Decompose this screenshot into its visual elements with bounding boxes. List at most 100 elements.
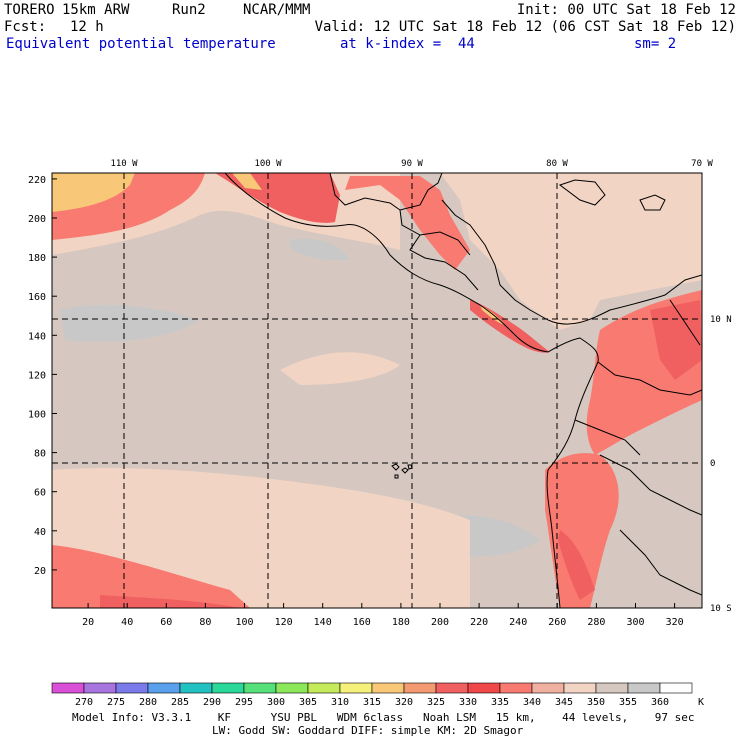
field-name: Equivalent potential temperature: [6, 36, 276, 52]
colorbar-label: 295: [235, 697, 253, 708]
lat-lon-grid: [52, 173, 702, 608]
colorbar-swatch: [371, 682, 405, 694]
colorbar-swatch: [307, 682, 341, 694]
field-land-ca: [330, 173, 702, 330]
colorbar-swatch: [435, 682, 469, 694]
island-hispaniola: [639, 194, 666, 211]
colorbar-label: 305: [299, 697, 317, 708]
x-tick-label: 40: [121, 617, 133, 628]
y-tick-label: 120: [28, 370, 46, 381]
colorbar-swatch: [467, 682, 501, 694]
colorbar-label: 270: [75, 697, 93, 708]
colorbar-label: 345: [555, 697, 573, 708]
border-venezuela: [669, 299, 701, 346]
caribbean-coast-sa: [547, 274, 702, 325]
run-label: Run2: [172, 2, 206, 18]
y-tick-label: 40: [34, 527, 46, 538]
colorbar-swatch: [275, 682, 309, 694]
x-tick-label: 100: [235, 617, 253, 628]
colorbar-swatch: [499, 682, 533, 694]
lon-label-110w: 110 W: [110, 159, 138, 169]
colorbar-label: 355: [619, 697, 637, 708]
island-cuba: [558, 179, 606, 206]
theta-e-field: [52, 173, 702, 608]
physics-info-line: LW: Godd SW: Goddard DIFF: simple KM: 2D…: [212, 724, 524, 737]
y-tick-label: 160: [28, 292, 46, 303]
gulf-coast: [329, 173, 443, 211]
x-tick-label: 240: [509, 617, 527, 628]
colorbar-swatch: [339, 682, 373, 694]
colorbar-swatch: [595, 682, 629, 694]
x-tick-label: 120: [275, 617, 293, 628]
lon-label-70w: 70 W: [691, 159, 713, 169]
pacific-coast-ca: [224, 173, 549, 353]
x-tick-label: 20: [82, 617, 94, 628]
model-resolution: 15km ARW: [62, 2, 130, 18]
y-axis: 20 40 60 80 100 120 140 160 180 200 220: [28, 175, 57, 577]
colorbar-label: 320: [395, 697, 413, 708]
field-sw-warm: [52, 545, 250, 608]
border-peru-brazil: [599, 454, 702, 516]
colorbar-swatch: [179, 682, 213, 694]
y-tick-label: 100: [28, 410, 46, 421]
init-time: Init: 00 UTC Sat 18 Feb 12: [516, 2, 736, 18]
colorbar-swatch: [115, 682, 149, 694]
colorbar-swatch: [403, 682, 437, 694]
colorbar-swatch: [243, 682, 277, 694]
x-tick-label: 140: [314, 617, 332, 628]
colorbar-swatch: [563, 682, 597, 694]
x-tick-label: 80: [199, 617, 211, 628]
field-colombia-hot: [650, 300, 702, 380]
colorbar-swatch: [51, 682, 85, 694]
galapagos-islands: [391, 463, 413, 479]
border-colombia: [597, 361, 702, 396]
colorbar-swatch: [211, 682, 245, 694]
lon-label-80w: 80 W: [546, 159, 568, 169]
colorbar-label: 360: [651, 697, 669, 708]
x-tick-label: 60: [160, 617, 172, 628]
lat-label-10s: 10 S: [710, 604, 732, 614]
colorbar-label: 275: [107, 697, 125, 708]
field-ocean-tongue: [280, 352, 400, 385]
lat-label-0: 0: [710, 459, 715, 469]
colorbar-label: 285: [171, 697, 189, 708]
colorbar-label: 340: [523, 697, 541, 708]
border-bolivia: [619, 529, 702, 596]
field-nw-hot: [52, 173, 135, 212]
y-tick-label: 200: [28, 214, 46, 225]
colorbar-label: 350: [587, 697, 605, 708]
y-tick-label: 80: [34, 449, 46, 460]
colorbar-label: 315: [363, 697, 381, 708]
y-tick-label: 220: [28, 175, 46, 186]
colorbar-swatch: [659, 682, 693, 694]
colorbar-unit: K: [698, 697, 704, 708]
colorbar: 270 275 280 285 290 295 300 305 310 315 320 325 330 3…: [51, 682, 693, 708]
field-peru-hot: [558, 530, 595, 600]
x-axis: 20 40 60 80 100 120 140 160 180 200 220 240 260 280 30…: [82, 603, 684, 628]
x-tick-label: 180: [392, 617, 410, 628]
level-info: at k-index = 44: [340, 36, 475, 52]
colorbar-swatch: [531, 682, 565, 694]
colorbar-label: 335: [491, 697, 509, 708]
y-tick-label: 140: [28, 331, 46, 342]
x-tick-label: 200: [431, 617, 449, 628]
border-guatemala: [399, 209, 471, 256]
colorbar-swatch: [147, 682, 181, 694]
colorbar-swatch: [627, 682, 661, 694]
model-name: TORERO: [4, 2, 55, 18]
x-tick-label: 320: [666, 617, 684, 628]
caribbean-coast-ca: [441, 199, 549, 321]
colorbar-label: 310: [331, 697, 349, 708]
forecast-label: Fcst:: [4, 19, 47, 35]
smoothing-info: sm= 2: [634, 36, 677, 52]
x-tick-label: 280: [587, 617, 605, 628]
colorbar-label: 330: [459, 697, 477, 708]
colorbar-label: 300: [267, 697, 285, 708]
colorbar-swatch: [83, 682, 117, 694]
border-ecuador: [574, 419, 641, 456]
x-tick-label: 160: [353, 617, 371, 628]
x-tick-label: 300: [626, 617, 644, 628]
lat-label-10n: 10 N: [710, 315, 732, 325]
x-tick-label: 260: [548, 617, 566, 628]
